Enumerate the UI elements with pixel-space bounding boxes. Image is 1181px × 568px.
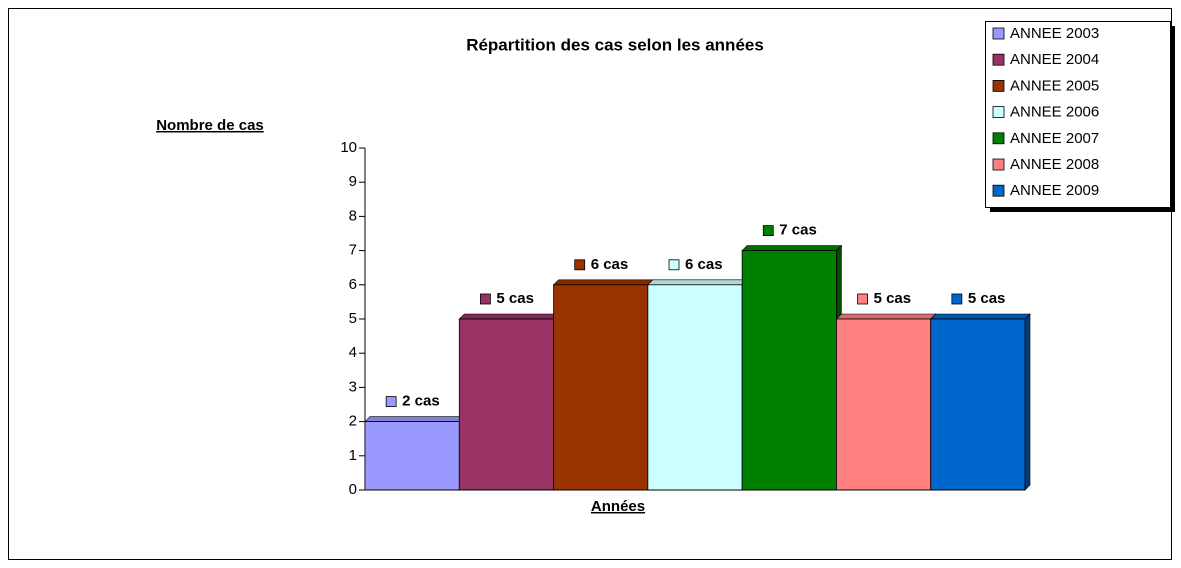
value-label-key: [574, 259, 586, 271]
legend-key: [992, 106, 1005, 118]
legend-key: [992, 132, 1005, 145]
bar: [930, 318, 1026, 491]
chart-title: Répartition des cas selon les années: [466, 35, 764, 54]
legend-label: ANNEE 2004: [1010, 51, 1099, 68]
value-label: 7 cas: [779, 222, 817, 239]
legend-key: [992, 53, 1005, 66]
legend-key: [992, 158, 1005, 171]
bar: [647, 284, 743, 491]
bar-top: [458, 313, 560, 320]
value-label-key: [385, 396, 397, 408]
legend-key: [992, 184, 1005, 197]
value-label-key: [480, 293, 491, 305]
legend-label: ANNEE 2005: [1010, 77, 1099, 94]
legend-key: [992, 80, 1005, 92]
y-tick-label: 5: [349, 310, 357, 327]
legend-box: [985, 21, 1171, 208]
y-tick-label: 6: [349, 276, 357, 293]
value-label-key: [668, 259, 680, 271]
bar-top: [741, 245, 843, 251]
legend-label: ANNEE 2008: [1010, 156, 1099, 173]
value-label: 5 cas: [968, 290, 1006, 307]
bar-top: [929, 313, 1031, 320]
bar-side: [1024, 313, 1031, 491]
bar-top: [835, 313, 937, 320]
y-tick-label: 4: [349, 344, 357, 361]
x-axis-label: Années: [591, 498, 645, 515]
bar: [741, 250, 837, 491]
legend-label: ANNEE 2003: [1010, 25, 1099, 42]
y-tick-label: 10: [340, 139, 357, 156]
legend-label: ANNEE 2006: [1010, 104, 1099, 121]
y-tick-label: 8: [349, 207, 357, 224]
y-tick-label: 2: [349, 413, 357, 430]
bar: [364, 421, 460, 491]
y-tick-label: 3: [349, 378, 357, 395]
bar: [836, 318, 932, 491]
bar-top: [364, 416, 466, 422]
bar: [553, 284, 649, 491]
bar-top: [647, 279, 748, 286]
legend-key: [992, 27, 1005, 40]
legend-label: ANNEE 2009: [1010, 182, 1099, 199]
value-label: 5 cas: [496, 290, 534, 307]
legend-label: ANNEE 2007: [1010, 130, 1099, 147]
value-label: 2 cas: [402, 393, 440, 410]
y-tick-label: 0: [349, 481, 357, 498]
value-label: 6 cas: [685, 256, 723, 273]
y-axis-label: Nombre de cas: [156, 117, 264, 134]
value-label-key: [857, 293, 868, 305]
value-label: 5 cas: [874, 290, 912, 307]
y-tick-label: 7: [349, 242, 357, 259]
y-tick-label: 1: [349, 447, 357, 464]
y-tick-label: 9: [349, 173, 357, 190]
bar: [458, 318, 554, 491]
value-label-key: [951, 293, 963, 305]
bar-top: [552, 279, 654, 286]
value-label-key: [762, 225, 774, 237]
value-label: 6 cas: [591, 256, 629, 273]
